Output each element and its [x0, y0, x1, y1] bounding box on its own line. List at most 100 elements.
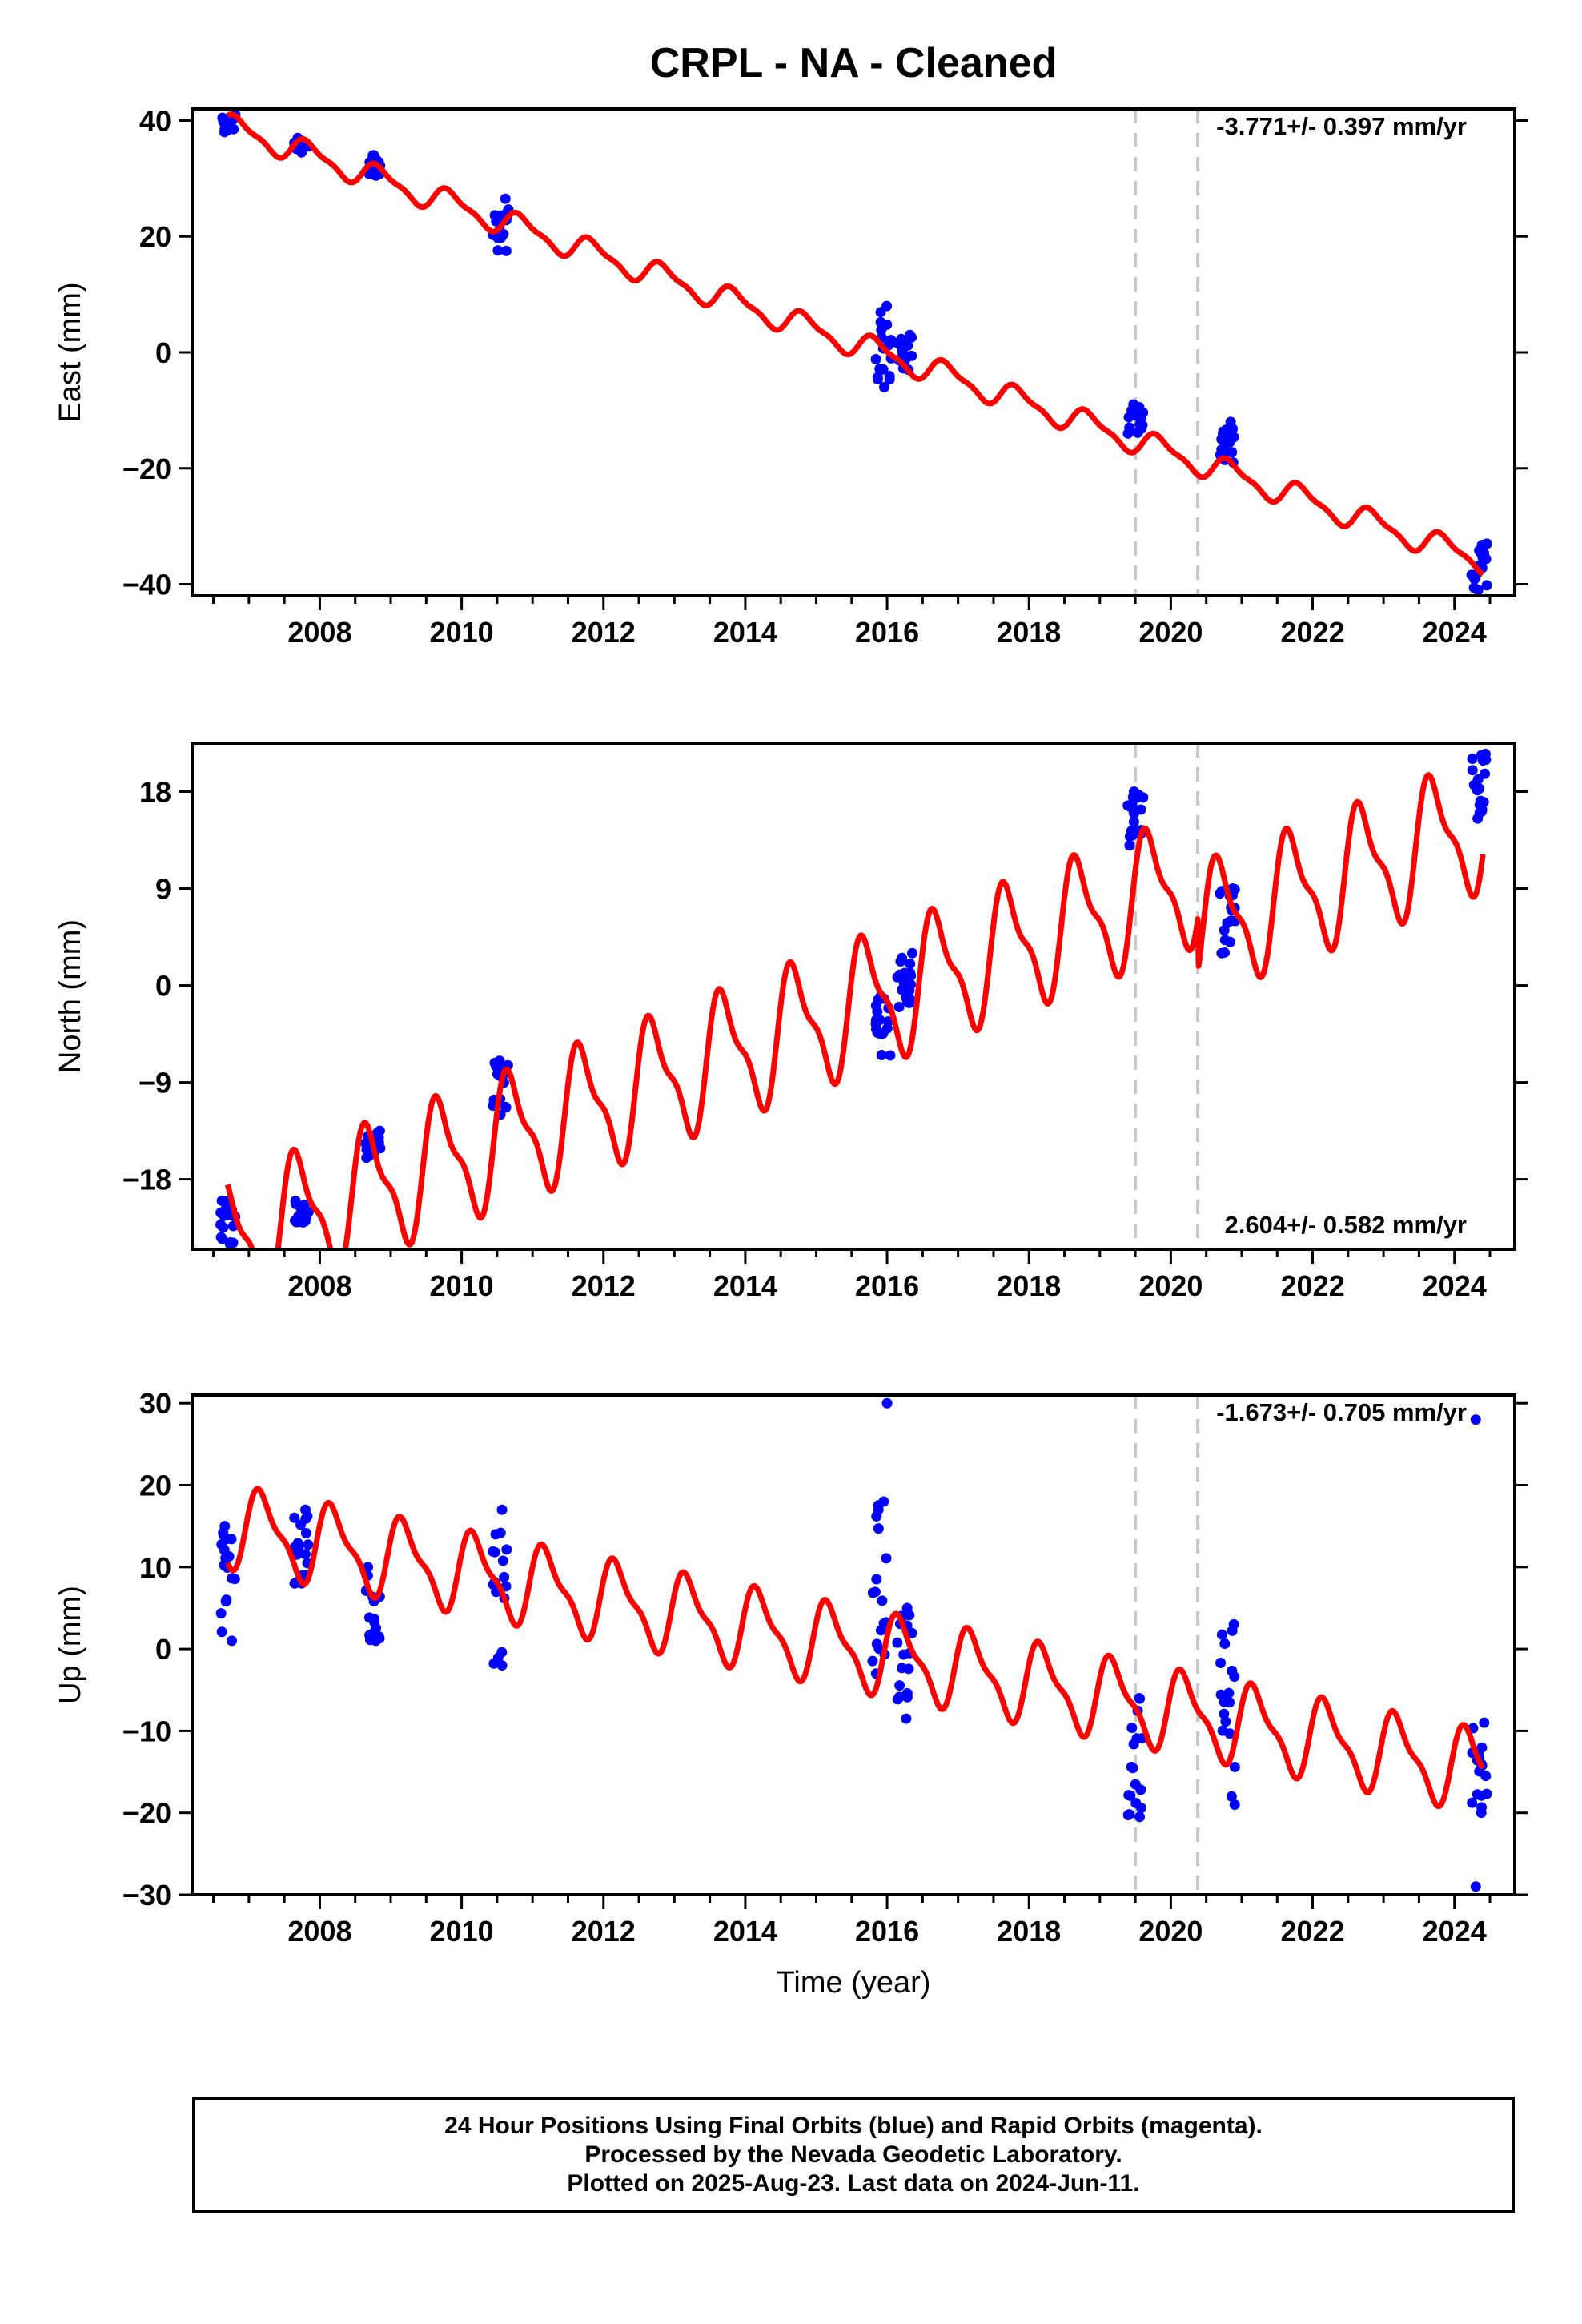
observation-point	[492, 245, 504, 256]
observation-point	[1472, 785, 1483, 796]
observation-point	[871, 1574, 882, 1585]
chart-panels: 2008 2010 2012 2014 2016 2018 2020 2022 20244020…	[54, 104, 1528, 2000]
observation-point	[1219, 1708, 1230, 1719]
observation-point	[1126, 825, 1137, 836]
y-tick-label: 10	[139, 1551, 171, 1584]
observation-point	[881, 1397, 893, 1409]
observation-point	[492, 232, 504, 243]
observation-point	[1124, 422, 1135, 433]
x-tick-label: 2012	[572, 1915, 636, 1948]
observation-point	[878, 1618, 889, 1629]
observation-point	[877, 1595, 888, 1606]
y-tick-label: 0	[155, 970, 171, 1003]
x-tick-label: 2018	[997, 1269, 1061, 1302]
observation-point	[875, 1028, 886, 1039]
y-tick-label: −30	[122, 1879, 171, 1912]
observation-point	[1478, 539, 1489, 550]
y-tick-label: 0	[155, 1633, 171, 1666]
x-tick-label: 2024	[1423, 1915, 1487, 1948]
observation-point	[1226, 1791, 1237, 1802]
observation-point	[1467, 765, 1478, 776]
observation-point	[488, 1546, 499, 1557]
observation-point	[217, 112, 228, 123]
observation-point	[500, 245, 512, 256]
x-tick-label: 2014	[713, 1915, 777, 1948]
y-tick-label: −9	[139, 1067, 171, 1100]
footer-line-1: 24 Hour Positions Using Final Orbits (bl…	[444, 2113, 1263, 2139]
observation-point	[872, 372, 883, 383]
observation-point	[289, 1215, 300, 1226]
observation-point	[1220, 1716, 1231, 1727]
x-tick-label: 2010	[430, 1915, 494, 1948]
x-tick-label: 2008	[287, 616, 351, 649]
velocity-rate-label: 2.604+/- 0.582 mm/yr	[1225, 1211, 1467, 1239]
observation-point	[1124, 840, 1135, 851]
observation-point	[227, 1237, 239, 1248]
model-series-line	[224, 772, 1486, 1249]
observation-point	[215, 1232, 227, 1243]
observation-point	[870, 1015, 881, 1026]
y-axis-label: North (mm)	[54, 919, 87, 1073]
model-series-line	[225, 111, 1485, 577]
observation-point	[493, 1057, 504, 1068]
x-tick-label: 2020	[1138, 1915, 1203, 1948]
observation-point	[1134, 1811, 1146, 1823]
x-tick-label: 2016	[855, 1915, 919, 1948]
footer-line-2: Processed by the Nevada Geodetic Laborat…	[584, 2141, 1122, 2168]
observation-point	[892, 1637, 903, 1648]
observation-point	[1123, 1790, 1134, 1801]
observation-point	[1126, 404, 1138, 416]
observation-point	[218, 1222, 229, 1233]
y-tick-label: −18	[122, 1164, 171, 1196]
observation-point	[496, 1647, 508, 1658]
panel-east: 2008 2010 2012 2014 2016 2018 2020 2022 2024 40 20…	[54, 104, 1528, 649]
observation-point	[876, 324, 887, 336]
observation-point	[1126, 1761, 1137, 1772]
observation-point	[1219, 1638, 1231, 1649]
observation-point	[1136, 421, 1147, 432]
observation-point	[882, 1016, 893, 1027]
x-tick-label: 2016	[855, 1269, 919, 1302]
observation-point	[1229, 1799, 1240, 1810]
observation-point	[1128, 816, 1139, 827]
observation-point	[226, 1635, 237, 1647]
panel-north: 2008 2010 2012 2014 2016 2018 2020 2022 2024 18 9 0…	[54, 742, 1528, 1302]
observation-point	[1126, 1723, 1138, 1734]
y-tick-label: 18	[139, 776, 171, 809]
observation-point	[1216, 444, 1227, 455]
velocity-rate-label: -1.673+/- 0.705 mm/yr	[1216, 1398, 1467, 1426]
observation-point	[1136, 412, 1147, 424]
plot-frame	[191, 742, 1516, 1251]
y-tick-label: 30	[139, 1387, 171, 1420]
y-tick-label: 20	[139, 1470, 171, 1502]
observation-point	[1229, 1761, 1240, 1772]
x-tick-label: 2022	[1281, 616, 1345, 649]
x-tick-label: 2008	[287, 1269, 351, 1302]
observation-point	[878, 381, 889, 392]
observation-point	[495, 1527, 506, 1538]
observation-point	[223, 1551, 235, 1562]
y-tick-label: 9	[155, 873, 171, 906]
x-tick-label: 2018	[997, 616, 1061, 649]
observation-point	[893, 1691, 905, 1703]
observation-point	[219, 1210, 230, 1221]
observation-point	[373, 1631, 384, 1642]
x-tick-label: 2014	[713, 1269, 777, 1302]
observation-point	[488, 1658, 500, 1669]
observation-point	[892, 971, 903, 983]
y-tick-label: 20	[139, 220, 171, 253]
observation-point	[873, 1523, 884, 1534]
observation-point	[898, 1649, 909, 1660]
x-tick-label: 2016	[855, 616, 919, 649]
observation-point	[1122, 1810, 1134, 1821]
observation-point	[1134, 1693, 1146, 1704]
observation-point	[293, 1542, 304, 1554]
observation-point	[901, 995, 913, 1007]
observation-point	[906, 350, 917, 361]
observation-point	[300, 1527, 311, 1538]
y-tick-label: −10	[122, 1715, 171, 1747]
observation-point	[1216, 1629, 1227, 1640]
observation-point	[1476, 806, 1487, 817]
observation-point	[496, 1504, 508, 1515]
